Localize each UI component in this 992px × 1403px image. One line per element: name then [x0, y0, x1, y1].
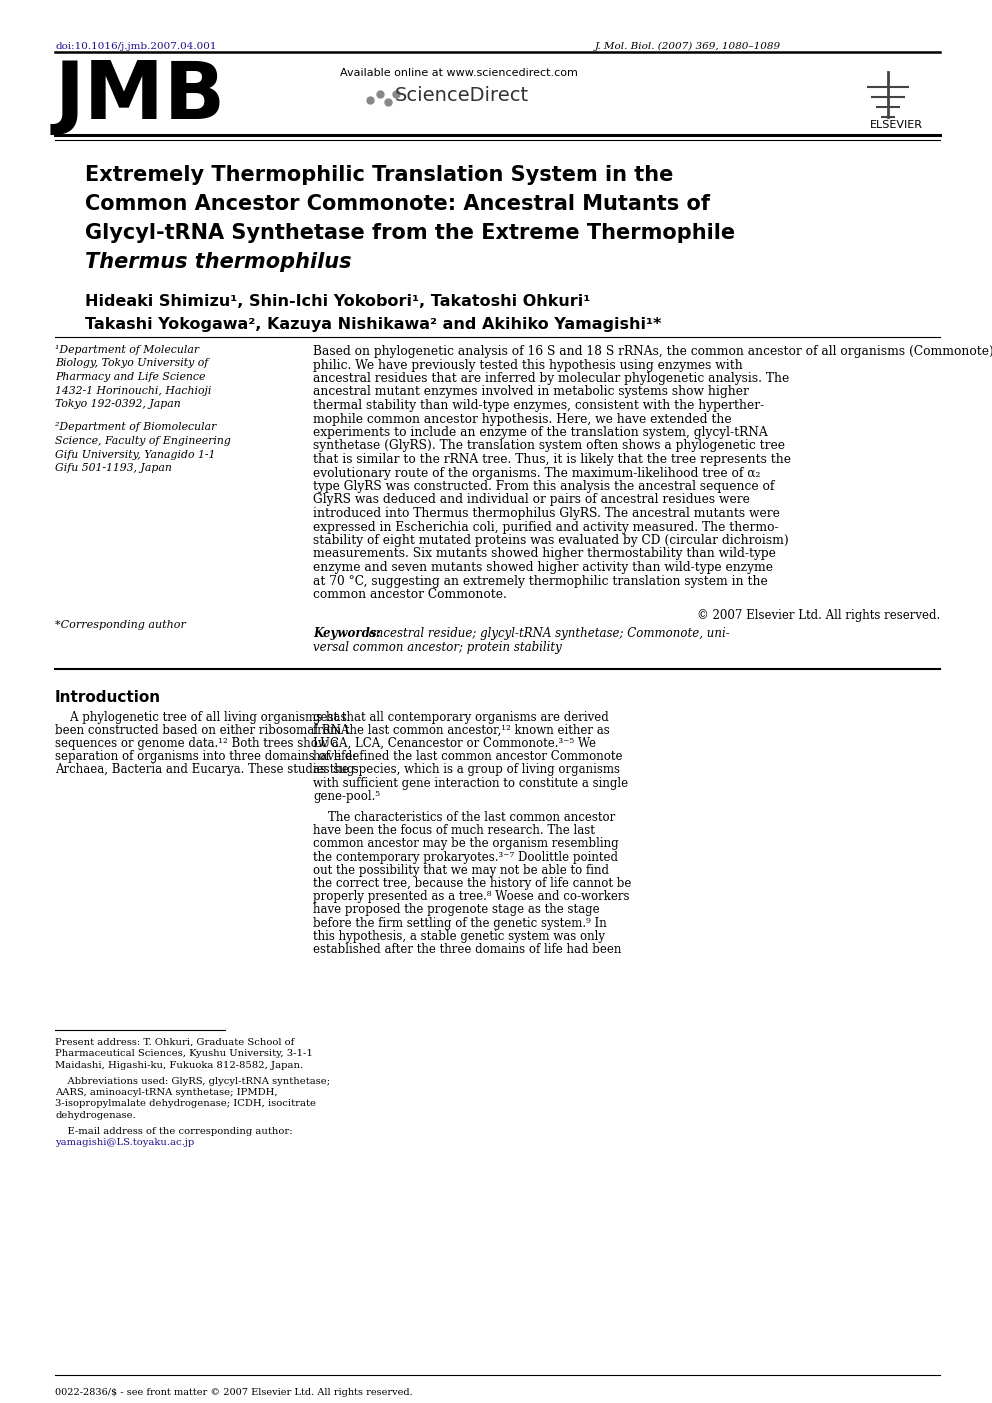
Text: have proposed the progenote stage as the stage: have proposed the progenote stage as the…	[313, 904, 599, 916]
Text: Common Ancestor Commonote: Ancestral Mutants of: Common Ancestor Commonote: Ancestral Mut…	[85, 194, 710, 215]
Text: Gifu 501-1193, Japan: Gifu 501-1193, Japan	[55, 463, 172, 473]
Text: doi:10.1016/j.jmb.2007.04.001: doi:10.1016/j.jmb.2007.04.001	[55, 42, 216, 51]
Text: Gifu University, Yanagido 1-1: Gifu University, Yanagido 1-1	[55, 449, 215, 460]
Text: established after the three domains of life had been: established after the three domains of l…	[313, 943, 621, 955]
Text: E-mail address of the corresponding author:: E-mail address of the corresponding auth…	[55, 1127, 293, 1135]
Text: introduced into Thermus thermophilus GlyRS. The ancestral mutants were: introduced into Thermus thermophilus Gly…	[313, 506, 780, 521]
Text: ancestral residues that are inferred by molecular phylogenetic analysis. The: ancestral residues that are inferred by …	[313, 372, 790, 384]
Text: separation of organisms into three domains of life:: separation of organisms into three domai…	[55, 751, 356, 763]
Text: 3-isopropylmalate dehydrogenase; ICDH, isocitrate: 3-isopropylmalate dehydrogenase; ICDH, i…	[55, 1100, 316, 1108]
Text: Present address: T. Ohkuri, Graduate School of: Present address: T. Ohkuri, Graduate Sch…	[55, 1038, 295, 1047]
Text: Hideaki Shimizu¹, Shin-Ichi Yokobori¹, Takatoshi Ohkuri¹: Hideaki Shimizu¹, Shin-Ichi Yokobori¹, T…	[85, 295, 590, 309]
Text: Thermus thermophilus: Thermus thermophilus	[85, 253, 351, 272]
Text: synthetase (GlyRS). The translation system often shows a phylogenetic tree: synthetase (GlyRS). The translation syst…	[313, 439, 785, 453]
Text: dehydrogenase.: dehydrogenase.	[55, 1111, 136, 1120]
Text: properly presented as a tree.⁸ Woese and co-workers: properly presented as a tree.⁸ Woese and…	[313, 890, 630, 904]
Text: mophile common ancestor hypothesis. Here, we have extended the: mophile common ancestor hypothesis. Here…	[313, 412, 732, 425]
Text: Takashi Yokogawa², Kazuya Nishikawa² and Akihiko Yamagishi¹*: Takashi Yokogawa², Kazuya Nishikawa² and…	[85, 317, 662, 333]
Text: the contemporary prokaryotes.³⁻⁷ Doolittle pointed: the contemporary prokaryotes.³⁻⁷ Doolitt…	[313, 850, 618, 863]
Text: AARS, aminoacyl-tRNA synthetase; IPMDH,: AARS, aminoacyl-tRNA synthetase; IPMDH,	[55, 1087, 278, 1097]
Text: ScienceDirect: ScienceDirect	[395, 86, 529, 105]
Text: common ancestor may be the organism resembling: common ancestor may be the organism rese…	[313, 838, 619, 850]
Text: Archaea, Bacteria and Eucarya. These studies sug-: Archaea, Bacteria and Eucarya. These stu…	[55, 763, 358, 776]
Text: sequences or genome data.¹² Both trees show a: sequences or genome data.¹² Both trees s…	[55, 737, 338, 749]
Text: at 70 °C, suggesting an extremely thermophilic translation system in the: at 70 °C, suggesting an extremely thermo…	[313, 574, 768, 588]
Text: Science, Faculty of Engineering: Science, Faculty of Engineering	[55, 436, 231, 446]
Text: thermal stability than wild-type enzymes, consistent with the hyperther-: thermal stability than wild-type enzymes…	[313, 398, 764, 412]
Text: enzyme and seven mutants showed higher activity than wild-type enzyme: enzyme and seven mutants showed higher a…	[313, 561, 773, 574]
Text: JMB: JMB	[55, 58, 226, 136]
Text: Glycyl-tRNA Synthetase from the Extreme Thermophile: Glycyl-tRNA Synthetase from the Extreme …	[85, 223, 735, 243]
Text: Based on phylogenetic analysis of 16 S and 18 S rRNAs, the common ancestor of al: Based on phylogenetic analysis of 16 S a…	[313, 345, 992, 358]
Text: ELSEVIER: ELSEVIER	[870, 121, 923, 130]
Text: with sufficient gene interaction to constitute a single: with sufficient gene interaction to cons…	[313, 776, 628, 790]
Text: common ancestor Commonote.: common ancestor Commonote.	[313, 588, 507, 600]
Text: measurements. Six mutants showed higher thermostability than wild-type: measurements. Six mutants showed higher …	[313, 547, 776, 561]
Text: type GlyRS was constructed. From this analysis the ancestral sequence of: type GlyRS was constructed. From this an…	[313, 480, 775, 492]
Text: that is similar to the rRNA tree. Thus, it is likely that the tree represents th: that is similar to the rRNA tree. Thus, …	[313, 453, 791, 466]
Text: J. Mol. Biol. (2007) 369, 1080–1089: J. Mol. Biol. (2007) 369, 1080–1089	[595, 42, 781, 51]
Text: evolutionary route of the organisms. The maximum-likelihood tree of α₂: evolutionary route of the organisms. The…	[313, 467, 761, 480]
Text: experiments to include an enzyme of the translation system, glycyl-tRNA: experiments to include an enzyme of the …	[313, 427, 768, 439]
Text: Extremely Thermophilic Translation System in the: Extremely Thermophilic Translation Syste…	[85, 166, 674, 185]
Text: have been the focus of much research. The last: have been the focus of much research. Th…	[313, 824, 595, 838]
Text: Pharmaceutical Sciences, Kyushu University, 3-1-1: Pharmaceutical Sciences, Kyushu Universi…	[55, 1049, 312, 1058]
Text: the correct tree, because the history of life cannot be: the correct tree, because the history of…	[313, 877, 631, 890]
Text: Maidashi, Higashi-ku, Fukuoka 812-8582, Japan.: Maidashi, Higashi-ku, Fukuoka 812-8582, …	[55, 1061, 304, 1070]
Text: Tokyo 192-0392, Japan: Tokyo 192-0392, Japan	[55, 398, 181, 410]
Text: 1432-1 Horinouchi, Hachioji: 1432-1 Horinouchi, Hachioji	[55, 386, 211, 396]
Text: gest that all contemporary organisms are derived: gest that all contemporary organisms are…	[313, 710, 609, 724]
Text: versal common ancestor; protein stability: versal common ancestor; protein stabilit…	[313, 641, 561, 654]
Text: have defined the last common ancestor Commonote: have defined the last common ancestor Co…	[313, 751, 623, 763]
Text: © 2007 Elsevier Ltd. All rights reserved.: © 2007 Elsevier Ltd. All rights reserved…	[696, 609, 940, 623]
Text: Pharmacy and Life Science: Pharmacy and Life Science	[55, 372, 205, 382]
Text: ¹Department of Molecular: ¹Department of Molecular	[55, 345, 199, 355]
Text: GlyRS was deduced and individual or pairs of ancestral residues were: GlyRS was deduced and individual or pair…	[313, 494, 750, 506]
Text: ancestral residue; glycyl-tRNA synthetase; Commonote, uni-: ancestral residue; glycyl-tRNA synthetas…	[365, 627, 730, 641]
Text: before the firm settling of the genetic system.⁹ In: before the firm settling of the genetic …	[313, 916, 607, 930]
Text: 0022-2836/$ - see front matter © 2007 Elsevier Ltd. All rights reserved.: 0022-2836/$ - see front matter © 2007 El…	[55, 1388, 413, 1397]
Text: been constructed based on either ribosomal RNA: been constructed based on either ribosom…	[55, 724, 349, 737]
Text: *Corresponding author: *Corresponding author	[55, 620, 186, 630]
Text: The characteristics of the last common ancestor: The characteristics of the last common a…	[313, 811, 615, 824]
Text: Keywords:: Keywords:	[313, 627, 381, 641]
Text: this hypothesis, a stable genetic system was only: this hypothesis, a stable genetic system…	[313, 930, 605, 943]
Text: LUCA, LCA, Cenancestor or Commonote.³⁻⁵ We: LUCA, LCA, Cenancestor or Commonote.³⁻⁵ …	[313, 737, 596, 749]
Text: Introduction: Introduction	[55, 690, 161, 706]
Text: yamagishi@LS.toyaku.ac.jp: yamagishi@LS.toyaku.ac.jp	[55, 1138, 194, 1148]
Text: stability of eight mutated proteins was evaluated by CD (circular dichroism): stability of eight mutated proteins was …	[313, 535, 789, 547]
Text: as the species, which is a group of living organisms: as the species, which is a group of livi…	[313, 763, 620, 776]
Text: from the last common ancestor,¹² known either as: from the last common ancestor,¹² known e…	[313, 724, 610, 737]
Text: ²Department of Biomolecular: ²Department of Biomolecular	[55, 422, 216, 432]
Text: out the possibility that we may not be able to find: out the possibility that we may not be a…	[313, 864, 609, 877]
Text: expressed in Escherichia coli, purified and activity measured. The thermo-: expressed in Escherichia coli, purified …	[313, 521, 779, 533]
Text: Biology, Tokyo University of: Biology, Tokyo University of	[55, 359, 208, 369]
Text: gene-pool.⁵: gene-pool.⁵	[313, 790, 380, 803]
Text: Abbreviations used: GlyRS, glycyl-tRNA synthetase;: Abbreviations used: GlyRS, glycyl-tRNA s…	[55, 1076, 330, 1086]
Text: Available online at www.sciencedirect.com: Available online at www.sciencedirect.co…	[340, 67, 578, 79]
Text: ancestral mutant enzymes involved in metabolic systems show higher: ancestral mutant enzymes involved in met…	[313, 386, 749, 398]
Text: philic. We have previously tested this hypothesis using enzymes with: philic. We have previously tested this h…	[313, 359, 743, 372]
Text: A phylogenetic tree of all living organisms has: A phylogenetic tree of all living organi…	[55, 710, 346, 724]
